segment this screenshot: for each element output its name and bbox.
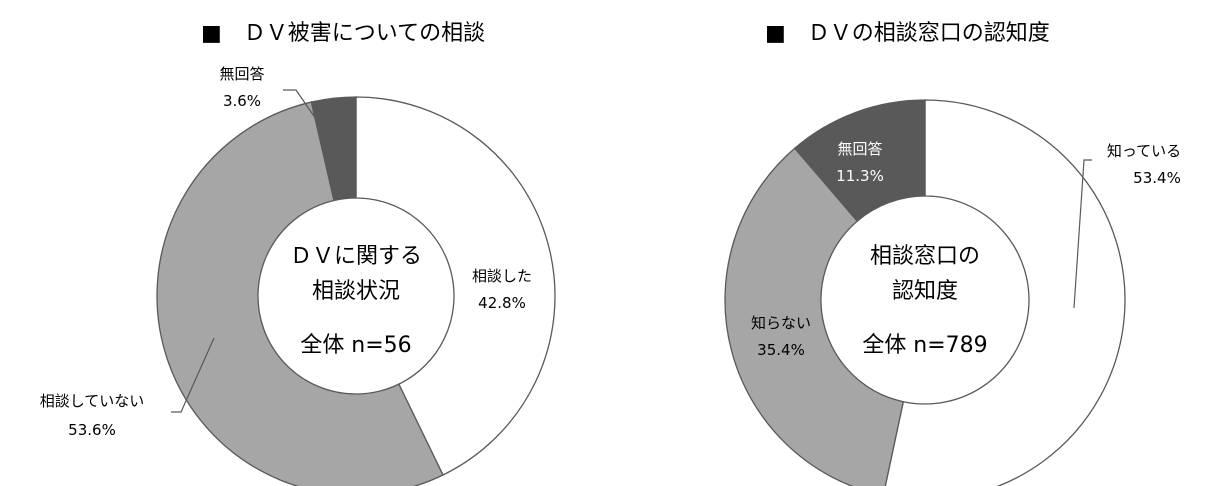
data-label-value: 53.6% xyxy=(68,421,116,439)
chart-title: ■ ＤＶ被害についての相談 xyxy=(201,21,485,46)
donut-slice-2 xyxy=(793,99,926,222)
center-line-2: 認知度 xyxy=(892,279,958,304)
center-line-1: 相談窓口の xyxy=(870,244,980,269)
donut-slice-2 xyxy=(310,96,357,202)
data-label-name: 相談した xyxy=(472,267,532,285)
data-label-value: 3.6% xyxy=(223,92,261,110)
chart-awareness: ■ ＤＶの相談窓口の認知度 相談窓口の 認知度 全体 n=789 知っている 5… xyxy=(724,21,1181,486)
data-label-value: 11.3% xyxy=(836,167,884,185)
leader-line xyxy=(171,337,215,413)
center-line-3: 全体 n=789 xyxy=(862,333,987,358)
data-label-value: 53.4% xyxy=(1133,169,1181,187)
donut-slice-1 xyxy=(156,101,444,486)
data-label-name: 知らない xyxy=(751,314,811,332)
data-label-name: 相談していない xyxy=(40,392,145,410)
center-line-2: 相談状況 xyxy=(312,279,400,304)
chart-title: ■ ＤＶの相談窓口の認知度 xyxy=(765,21,1050,46)
donut-ring xyxy=(724,99,1126,486)
leader-line xyxy=(1073,159,1092,309)
donut-slice-0 xyxy=(355,96,556,476)
leader-line xyxy=(283,89,319,123)
center-line-1: ＤＶに関する xyxy=(290,244,422,269)
data-label-name: 知っている xyxy=(1107,142,1181,160)
data-label-value: 35.4% xyxy=(757,341,805,359)
donut-ring xyxy=(156,96,556,486)
donut-slice-1 xyxy=(724,147,905,486)
data-label-name: 無回答 xyxy=(219,65,264,83)
chart-consultation: ■ ＤＶ被害についての相談 ＤＶに関する 相談状況 全体 n=56 相談した 4… xyxy=(40,21,556,486)
data-label-value: 42.8% xyxy=(478,294,526,312)
donut-slice-0 xyxy=(884,99,1126,486)
center-line-3: 全体 n=56 xyxy=(300,333,411,358)
data-label-name: 無回答 xyxy=(837,140,882,158)
